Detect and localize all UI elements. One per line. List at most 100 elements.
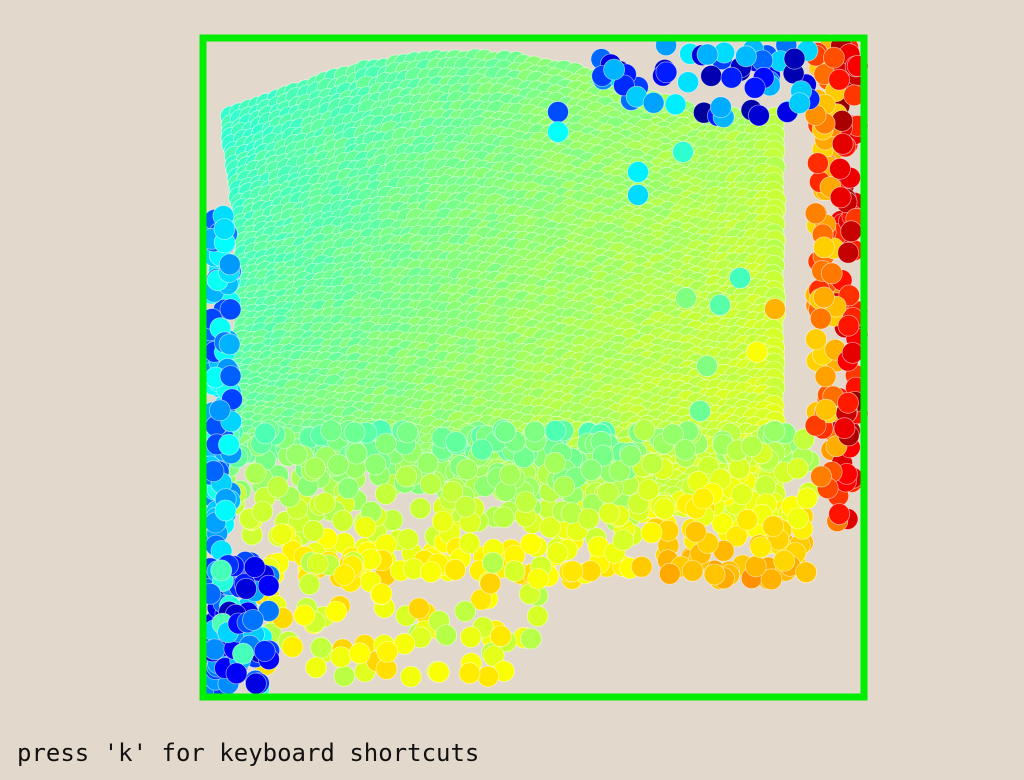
particle xyxy=(445,431,468,454)
particle xyxy=(655,61,678,84)
particle xyxy=(642,91,665,114)
particle xyxy=(232,642,254,665)
particle xyxy=(700,65,723,87)
particle xyxy=(302,519,325,542)
particle xyxy=(527,567,549,590)
particle xyxy=(746,341,768,363)
particle xyxy=(306,552,329,575)
particle xyxy=(641,452,664,475)
particle xyxy=(523,420,546,443)
particle xyxy=(376,641,399,663)
particle xyxy=(813,286,835,309)
particle xyxy=(337,477,360,500)
particle xyxy=(409,497,432,520)
particle xyxy=(828,68,851,91)
particle xyxy=(244,672,267,695)
particle xyxy=(783,47,806,70)
particle xyxy=(285,443,308,466)
particle xyxy=(396,421,419,444)
particle xyxy=(630,555,653,578)
particle xyxy=(520,627,542,650)
particle xyxy=(762,515,785,538)
particle xyxy=(494,420,517,443)
particle xyxy=(333,564,356,586)
particle xyxy=(364,453,387,476)
particle xyxy=(257,574,280,597)
particle xyxy=(293,604,316,627)
particle xyxy=(489,625,512,647)
particle xyxy=(251,500,274,523)
particle xyxy=(519,532,542,555)
particle xyxy=(218,333,241,356)
particle xyxy=(395,465,418,488)
particle xyxy=(815,398,837,421)
particle xyxy=(807,152,829,175)
particle xyxy=(213,218,236,240)
particle xyxy=(684,520,707,543)
particle xyxy=(740,435,763,458)
particle xyxy=(313,492,336,515)
particle xyxy=(841,341,864,364)
particle xyxy=(327,453,350,476)
particle xyxy=(703,563,726,586)
particle xyxy=(419,473,442,496)
particle xyxy=(795,561,817,584)
particle xyxy=(458,532,481,555)
particle xyxy=(503,560,526,582)
particle xyxy=(561,560,584,583)
particle xyxy=(813,236,835,259)
particle xyxy=(544,419,567,442)
particle xyxy=(736,508,759,531)
particle xyxy=(728,457,751,480)
particle xyxy=(309,636,332,659)
particle xyxy=(325,600,348,623)
particle xyxy=(416,452,439,475)
particle xyxy=(458,662,481,685)
particle xyxy=(837,241,860,264)
particle xyxy=(692,487,714,510)
particle xyxy=(633,419,656,442)
particle xyxy=(672,141,694,163)
particle xyxy=(281,636,304,658)
particle xyxy=(580,459,603,481)
particle xyxy=(331,509,354,532)
particle xyxy=(444,558,467,581)
particle xyxy=(547,121,569,143)
particle xyxy=(298,573,321,596)
particle xyxy=(454,600,477,623)
particle xyxy=(343,421,366,444)
particle xyxy=(499,463,521,486)
particle xyxy=(731,483,753,506)
particle xyxy=(681,560,704,582)
particle xyxy=(454,495,477,518)
particle xyxy=(218,433,240,456)
particle xyxy=(764,298,786,320)
particle xyxy=(748,104,770,127)
particle xyxy=(653,497,676,520)
particle xyxy=(482,551,504,574)
particle xyxy=(709,294,731,316)
particle xyxy=(786,457,809,480)
particle xyxy=(547,101,569,123)
particle xyxy=(320,419,343,442)
particle xyxy=(749,536,772,559)
particle xyxy=(828,503,851,525)
particle xyxy=(345,442,368,465)
particle xyxy=(598,502,621,525)
particle xyxy=(677,71,699,94)
keyboard-shortcuts-hint: press 'k' for keyboard shortcuts xyxy=(17,739,480,767)
particle xyxy=(427,661,450,683)
particle xyxy=(820,262,843,285)
particle xyxy=(831,132,854,155)
particle xyxy=(696,355,718,377)
particle xyxy=(459,626,482,648)
particle xyxy=(303,457,326,479)
particle xyxy=(619,444,642,467)
particle xyxy=(674,438,696,461)
particle xyxy=(627,184,649,206)
particle xyxy=(419,561,442,583)
particle xyxy=(470,438,493,461)
particle xyxy=(435,624,458,646)
particle xyxy=(219,298,242,321)
